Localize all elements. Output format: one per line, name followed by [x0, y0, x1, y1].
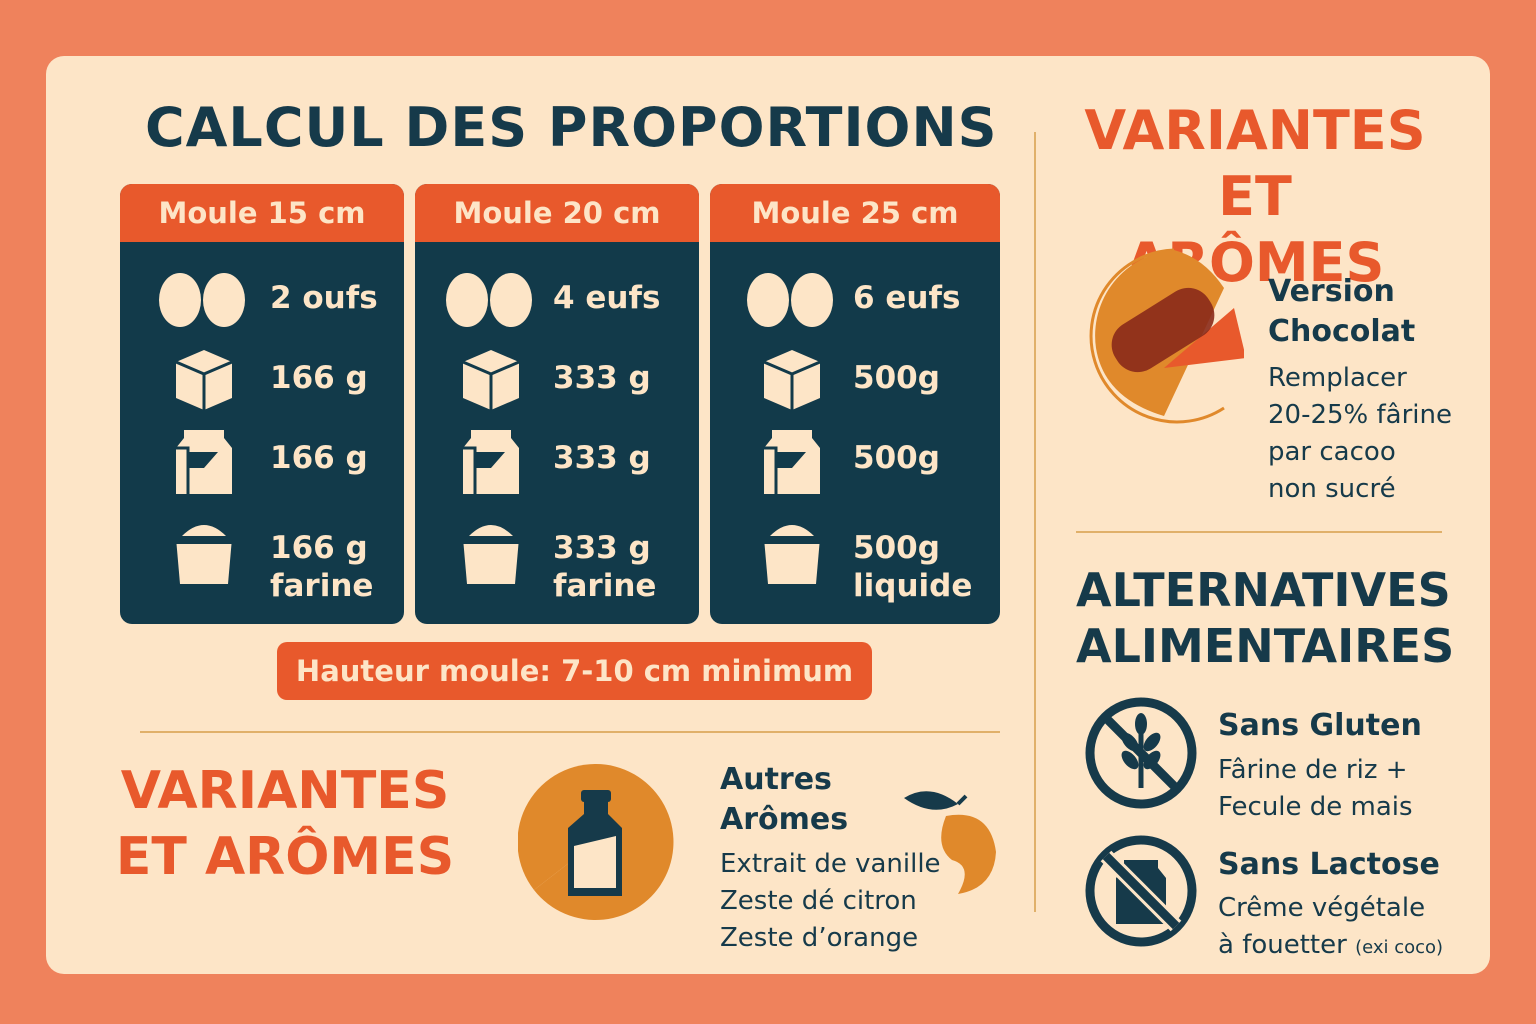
column-15cm: Moule 15 cm 2 oufs 166 g 166 g 166 g far…: [120, 184, 404, 624]
butter-value: 500g: [853, 440, 940, 476]
chocolate-description: Remplacer 20-25% fârine par cacoo non su…: [1268, 360, 1452, 508]
title-line2: Chocolat: [1268, 314, 1416, 349]
eggs-icon: [747, 273, 833, 327]
eggs-icon: [159, 273, 245, 327]
other-aromas-list: Extrait de vanille Zeste dé citron Zeste…: [720, 846, 941, 957]
divider: [1076, 531, 1442, 533]
sugar-cube-icon: [763, 350, 821, 410]
flour-bowl-icon: [764, 525, 820, 584]
variants-line2: ET ARÔMES: [115, 827, 455, 887]
no-lactose-icon: [1085, 835, 1197, 947]
column-20cm: Moule 20 cm 4 eufs 333 g 333 g 333 g far…: [415, 184, 699, 624]
bottle-icon: [518, 764, 674, 920]
butter-pack-icon: [176, 430, 232, 494]
aroma-item: Zeste d’orange: [720, 923, 919, 953]
flour-value: 166 g: [270, 530, 368, 566]
divider: [140, 731, 1000, 733]
description-line: Crême végétale: [1218, 893, 1426, 923]
alternatives-line2: ALIMENTAIRES: [1076, 619, 1455, 673]
description-note: (exi coco): [1355, 937, 1444, 958]
flour-value: 333 g: [553, 530, 651, 566]
description-line: à fouetter (exi coco): [1218, 927, 1443, 966]
gluten-free-description: Fârine de riz + Fecule de mais: [1218, 752, 1413, 826]
description-line: Fecule de mais: [1218, 792, 1413, 822]
main-title: CALCUL DES PROPORTIONS: [145, 96, 998, 159]
sugar-value: 333 g: [553, 360, 651, 396]
variants-heading-right: VARIANTES ET ARÔMES: [1080, 98, 1430, 296]
chocolate-icon: [1089, 248, 1244, 424]
flour-label: farine: [270, 568, 374, 604]
eggs-icon: [446, 273, 532, 327]
sugar-value: 500g: [853, 360, 940, 396]
flour-label: farine: [553, 568, 657, 604]
description-line: par cacoo: [1268, 437, 1396, 467]
variants-line1: VARIANTES: [120, 761, 450, 821]
title-line1: Version: [1268, 274, 1395, 309]
description-line: Fârine de riz +: [1218, 755, 1408, 785]
butter-value: 166 g: [270, 440, 368, 476]
butter-value: 333 g: [553, 440, 651, 476]
alternatives-line1: ALTERNATIVES: [1076, 563, 1451, 617]
orange-fruit-icon: [904, 791, 996, 894]
other-aromas-title: Autres Arômes: [720, 760, 848, 840]
butter-pack-icon: [764, 430, 820, 494]
lactose-free-title: Sans Lactose: [1218, 847, 1440, 882]
description-line: Remplacer: [1268, 363, 1407, 393]
column-header: Moule 15 cm: [120, 184, 404, 242]
column-header: Moule 20 cm: [415, 184, 699, 242]
alternatives-heading: ALTERNATIVES ALIMENTAIRES: [1076, 562, 1454, 674]
eggs-value: 6 eufs: [853, 280, 961, 316]
title-line2: Arômes: [720, 802, 849, 837]
aroma-item: Zeste dé citron: [720, 886, 917, 916]
sugar-cube-icon: [462, 350, 520, 410]
flour-bowl-icon: [463, 525, 519, 584]
description-text: à fouetter: [1218, 930, 1347, 960]
column-header: Moule 25 cm: [710, 184, 1000, 242]
mold-height-note: Hauteur moule: 7-10 cm minimum: [277, 642, 872, 700]
chocolate-title: Version Chocolat: [1268, 272, 1415, 352]
no-gluten-icon: [1085, 697, 1197, 809]
divider-vertical: [1034, 132, 1036, 912]
description-line: non sucré: [1268, 474, 1396, 504]
title-line1: Autres: [720, 762, 832, 797]
flour-bowl-icon: [176, 525, 232, 584]
lactose-free-description: Crême végétale à fouetter (exi coco): [1218, 890, 1443, 966]
sugar-cube-icon: [175, 350, 233, 410]
flour-value: 500g: [853, 530, 940, 566]
eggs-value: 2 oufs: [270, 280, 378, 316]
flour-label: liquide: [853, 568, 973, 604]
description-line: 20-25% fârine: [1268, 400, 1452, 430]
aroma-item: Extrait de vanille: [720, 849, 941, 879]
variants-line1: VARIANTES: [1084, 99, 1426, 162]
gluten-free-title: Sans Gluten: [1218, 708, 1422, 743]
butter-pack-icon: [463, 430, 519, 494]
column-25cm: Moule 25 cm 6 eufs 500g 500g 500g liquid…: [710, 184, 1000, 624]
eggs-value: 4 eufs: [553, 280, 661, 316]
variants-heading-bottom: VARIANTES ET ARÔMES: [110, 758, 460, 890]
sugar-value: 166 g: [270, 360, 368, 396]
